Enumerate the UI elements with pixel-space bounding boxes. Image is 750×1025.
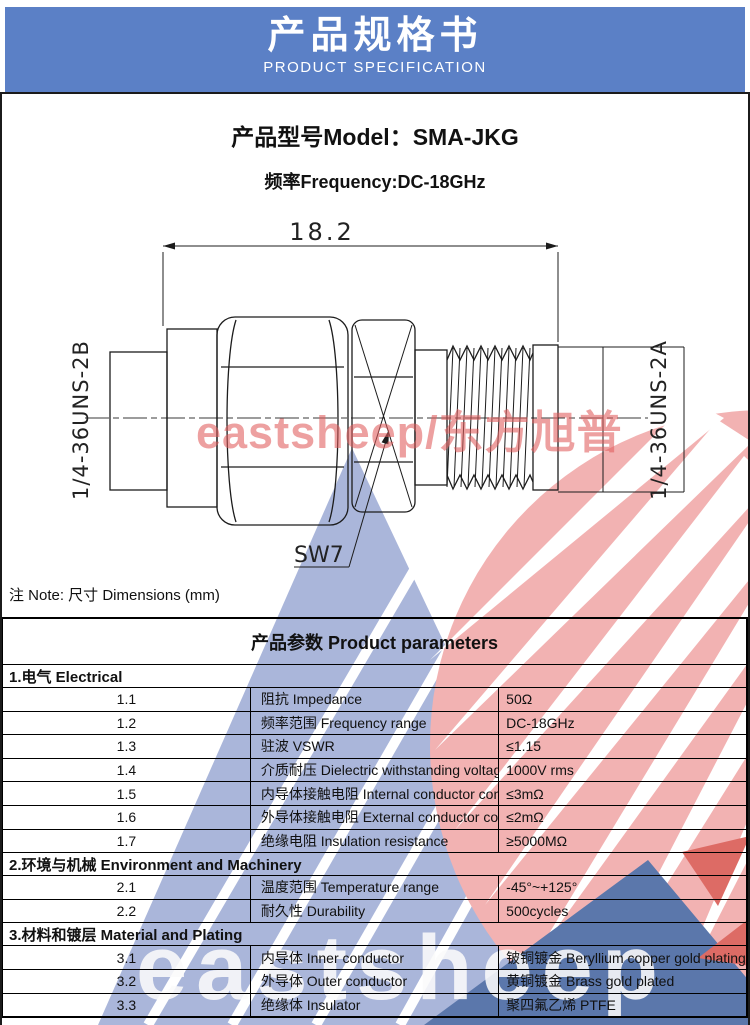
row-number: 1.2 — [1, 710, 251, 736]
frequency-line: 频率Frequency:DC-18GHz — [264, 172, 486, 192]
table-row: 2.1 温度范围 Temperature range -45°~+125° — [1, 875, 748, 900]
row-name: 耐久性 Durability — [249, 898, 500, 924]
row-number: 3.1 — [1, 945, 251, 970]
row-value: 铍铜镀金 Beryllium copper gold plating — [498, 945, 748, 970]
row-name: 绝缘体 Insulator — [249, 992, 500, 1018]
row-name: 内导体 Inner conductor — [249, 945, 500, 970]
header-banner: 产品规格书 PRODUCT SPECIFICATION — [5, 7, 745, 92]
row-value: -45°~+125° — [498, 875, 748, 900]
row-name: 绝缘电阻 Insulation resistance — [249, 828, 500, 854]
section-heading: 2.环境与机械 Environment and Machinery — [1, 852, 748, 877]
table-row: 1.4 介质耐压 Dielectric withstanding voltage 1… — [1, 757, 748, 783]
row-name: 阻抗 Impedance — [249, 687, 500, 712]
table-row: 3.1 内导体 Inner conductor 铍铜镀金 Beryllium cop… — [1, 945, 748, 970]
dimension-overall-length: 18.2 — [162, 218, 559, 342]
row-number: 2.2 — [1, 898, 251, 924]
row-name: 外导体 Outer conductor — [249, 968, 500, 994]
table-title-row: 产品参数 Product parameters — [1, 617, 748, 665]
table-row: 1.2 频率范围 Frequency range DC-18GHz — [1, 710, 748, 736]
parameters-table-body: 1.电气 Electrical 1.1 阻抗 Impedance 50Ω 1.2 频率范围… — [1, 664, 748, 1018]
row-value: 黄铜镀金 Brass gold plated — [498, 968, 748, 994]
right-thread-label: 1/4-36UNS-2A — [647, 340, 671, 500]
row-number: 1.1 — [1, 687, 251, 712]
row-number: 3.2 — [1, 968, 251, 994]
row-value: ≤2mΩ — [498, 804, 748, 830]
parameters-table: 产品参数 Product parameters 1.电气 Electrical 1… — [1, 617, 748, 1018]
row-number: 1.4 — [1, 757, 251, 783]
model-number-line: 产品型号Model：SMA-JKG — [231, 124, 519, 150]
right-thread-callout: 1/4-36UNS-2A — [558, 340, 685, 500]
row-name: 内导体接触电阻 Internal conductor contact resis… — [249, 781, 500, 806]
row-number: 3.3 — [1, 992, 251, 1018]
connector-body — [109, 316, 559, 526]
left-thread-label: 1/4-36UNS-2B — [69, 340, 93, 500]
dimension-value: 18.2 — [289, 218, 354, 246]
table-row: 1.1 阻抗 Impedance 50Ω — [1, 687, 748, 712]
dimensions-note: 注 Note: 尺寸 Dimensions (mm) — [9, 587, 220, 604]
row-value: ≤3mΩ — [498, 781, 748, 806]
section-row: 3.材料和镀层 Material and Plating — [1, 922, 748, 947]
row-value: DC-18GHz — [498, 710, 748, 736]
section-row: 2.环境与机械 Environment and Machinery — [1, 852, 748, 877]
row-value: 50Ω — [498, 687, 748, 712]
section-row: 1.电气 Electrical — [1, 664, 748, 688]
row-name: 驻波 VSWR — [249, 734, 500, 759]
row-number: 1.6 — [1, 804, 251, 830]
row-name: 温度范围 Temperature range — [249, 875, 500, 900]
table-row: 3.2 外导体 Outer conductor 黄铜镀金 Brass gold pl… — [1, 968, 748, 994]
section-heading: 3.材料和镀层 Material and Plating — [1, 922, 748, 947]
sw7-callout: SW7 — [294, 430, 389, 568]
table-row: 1.3 驻波 VSWR ≤1.15 — [1, 734, 748, 759]
page-subtitle: PRODUCT SPECIFICATION — [263, 58, 487, 76]
watermark-red-text: eastsheep/东方旭普 — [196, 407, 623, 458]
connector-technical-drawing: 18.2 — [69, 218, 685, 568]
table-row: 1.7 绝缘电阻 Insulation resistance ≥5000MΩ — [1, 828, 748, 854]
row-name: 介质耐压 Dielectric withstanding voltage — [249, 757, 500, 783]
row-name: 外导体接触电阻 External conductor contact resis… — [249, 804, 500, 830]
page-title: 产品规格书 — [267, 15, 483, 57]
row-number: 1.3 — [1, 734, 251, 759]
row-value: 1000V rms — [498, 757, 748, 783]
table-row: 3.3 绝缘体 Insulator 聚四氟乙烯 PTFE — [1, 992, 748, 1018]
table-row: 2.2 耐久性 Durability 500cycles — [1, 898, 748, 924]
row-value: 聚四氟乙烯 PTFE — [498, 992, 748, 1018]
row-number: 2.1 — [1, 875, 251, 900]
row-value: 500cycles — [498, 898, 748, 924]
table-title: 产品参数 Product parameters — [1, 617, 748, 665]
row-number: 1.7 — [1, 828, 251, 854]
row-name: 频率范围 Frequency range — [249, 710, 500, 736]
row-number: 1.5 — [1, 781, 251, 806]
sw7-label: SW7 — [294, 543, 344, 568]
section-heading: 1.电气 Electrical — [1, 664, 748, 688]
row-value: ≥5000MΩ — [498, 828, 748, 854]
row-value: ≤1.15 — [498, 734, 748, 759]
